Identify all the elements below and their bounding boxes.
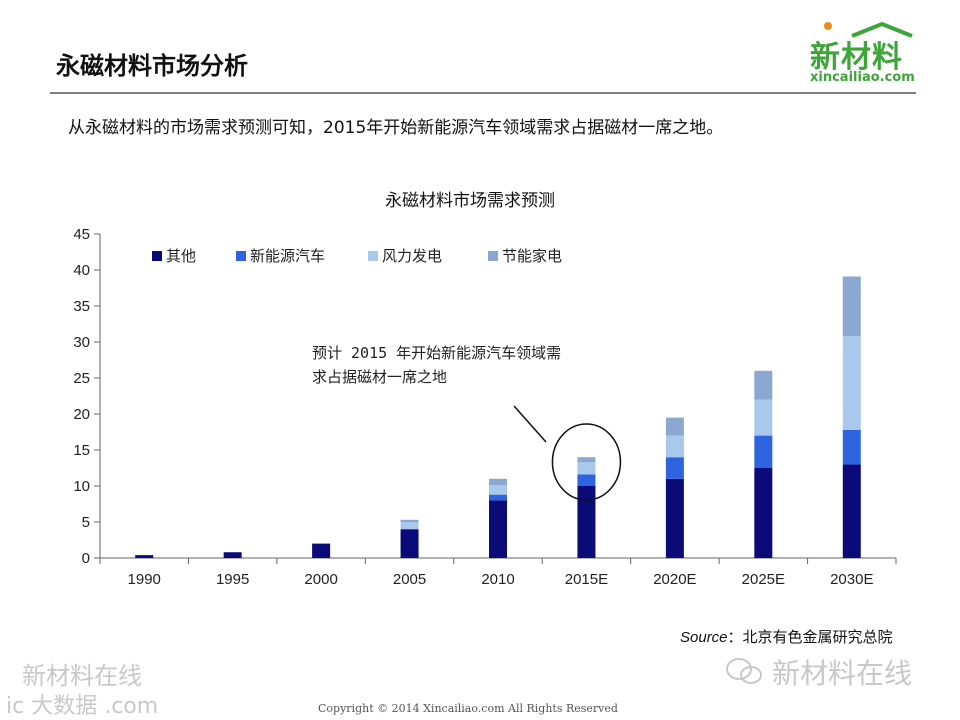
bar-segment <box>665 478 684 558</box>
x-tick-label: 2005 <box>393 571 426 588</box>
bar-segment <box>665 417 684 436</box>
chart-legend: 其他 新能源汽车 风力发电 节能家电 <box>152 247 562 265</box>
bar-segment <box>135 555 154 558</box>
x-tick-label: 2000 <box>304 571 337 588</box>
legend-label: 节能家电 <box>502 247 562 265</box>
annotation-pointer <box>513 405 547 443</box>
x-tick-label: 2020E <box>653 571 696 588</box>
bar-segment <box>577 486 596 558</box>
bar-segment <box>400 519 419 522</box>
annotation-circle <box>551 423 622 501</box>
x-tick-label: 1990 <box>128 571 161 588</box>
x-tick-label: 2025E <box>742 571 785 588</box>
x-tick-label: 2015E <box>565 571 608 588</box>
y-tick-label: 20 <box>73 406 90 423</box>
y-tick-label: 5 <box>82 514 90 531</box>
source-text: ：北京有色金属研究总院 <box>727 628 893 646</box>
x-tick-label: 2030E <box>830 571 873 588</box>
bar-segment <box>754 435 773 468</box>
bar-segment <box>842 429 861 465</box>
annotation-text-line2: 求占据磁材一席之地 <box>312 368 447 386</box>
page-title: 永磁材料市场分析 <box>56 52 248 80</box>
bar-segment <box>842 276 861 337</box>
legend-swatch <box>368 251 378 261</box>
bar-segment <box>842 336 861 430</box>
bar-segment <box>223 552 242 558</box>
legend-label: 其他 <box>166 247 196 265</box>
logo-roof-icon <box>824 21 913 38</box>
copyright: Copyright © 2014 Xincailiao.com All Righ… <box>318 702 618 715</box>
y-tick-label: 45 <box>73 226 90 243</box>
y-tick-label: 25 <box>73 370 90 387</box>
bar-segment <box>754 370 773 400</box>
bar-segment <box>312 543 331 558</box>
y-tick-label: 30 <box>73 334 90 351</box>
logo: 新材料 xincailiao.com <box>804 18 924 88</box>
y-tick-label: 35 <box>73 298 90 315</box>
bar-segment <box>577 474 596 486</box>
bar-segment <box>489 500 507 558</box>
logo-text: 新材料 <box>810 40 903 75</box>
subtitle: 从永磁材料的市场需求预测可知，2015年开始新能源汽车领域需求占据磁材一席之地。 <box>68 118 724 138</box>
legend-swatch <box>152 251 162 261</box>
chart-bars <box>135 276 861 558</box>
y-tick-label: 15 <box>73 442 90 459</box>
bar-segment <box>842 464 861 558</box>
bar-segment <box>400 529 419 558</box>
bar-segment <box>489 494 507 501</box>
watermark-right: 新材料在线 <box>772 657 913 690</box>
legend-swatch <box>236 251 246 261</box>
legend-swatch <box>488 251 498 261</box>
chart-title: 永磁材料市场需求预测 <box>385 191 555 211</box>
title-divider <box>50 92 916 94</box>
x-tick-label: 2010 <box>481 571 514 588</box>
y-tick-label: 10 <box>73 478 90 495</box>
y-tick-label: 0 <box>82 550 90 567</box>
chart-annotation: 预计 2015 年开始新能源汽车领域需求占据磁材一席之地 <box>312 344 622 501</box>
logo-domain: xincailiao.com <box>810 70 915 85</box>
bar-segment <box>754 468 773 558</box>
y-tick-label: 40 <box>73 262 90 279</box>
bar-segment <box>489 478 507 486</box>
source-label: Source <box>680 629 728 646</box>
bar-segment <box>665 457 684 479</box>
legend-label: 风力发电 <box>382 247 442 265</box>
legend-label: 新能源汽车 <box>250 247 325 265</box>
bar-segment <box>665 435 684 458</box>
x-tick-label: 1995 <box>216 571 249 588</box>
watermark-left-top: 新材料在线 <box>22 662 142 690</box>
chart-axes: 0 5 10 15 20 25 30 35 40 45 1990 1995 2000 2005 2010 20… <box>73 226 897 588</box>
bar-segment <box>489 485 507 495</box>
bar-segment <box>400 522 419 530</box>
bar-segment <box>577 462 596 475</box>
bar-segment <box>577 457 596 463</box>
watermark-left-bottom: ic 大数据 .com <box>6 694 159 719</box>
annotation-text-line1: 预计 2015 年开始新能源汽车领域需 <box>312 344 561 362</box>
bar-segment <box>754 399 773 436</box>
wechat-icon <box>726 658 762 684</box>
source-note: Source：北京有色金属研究总院 <box>680 626 893 647</box>
